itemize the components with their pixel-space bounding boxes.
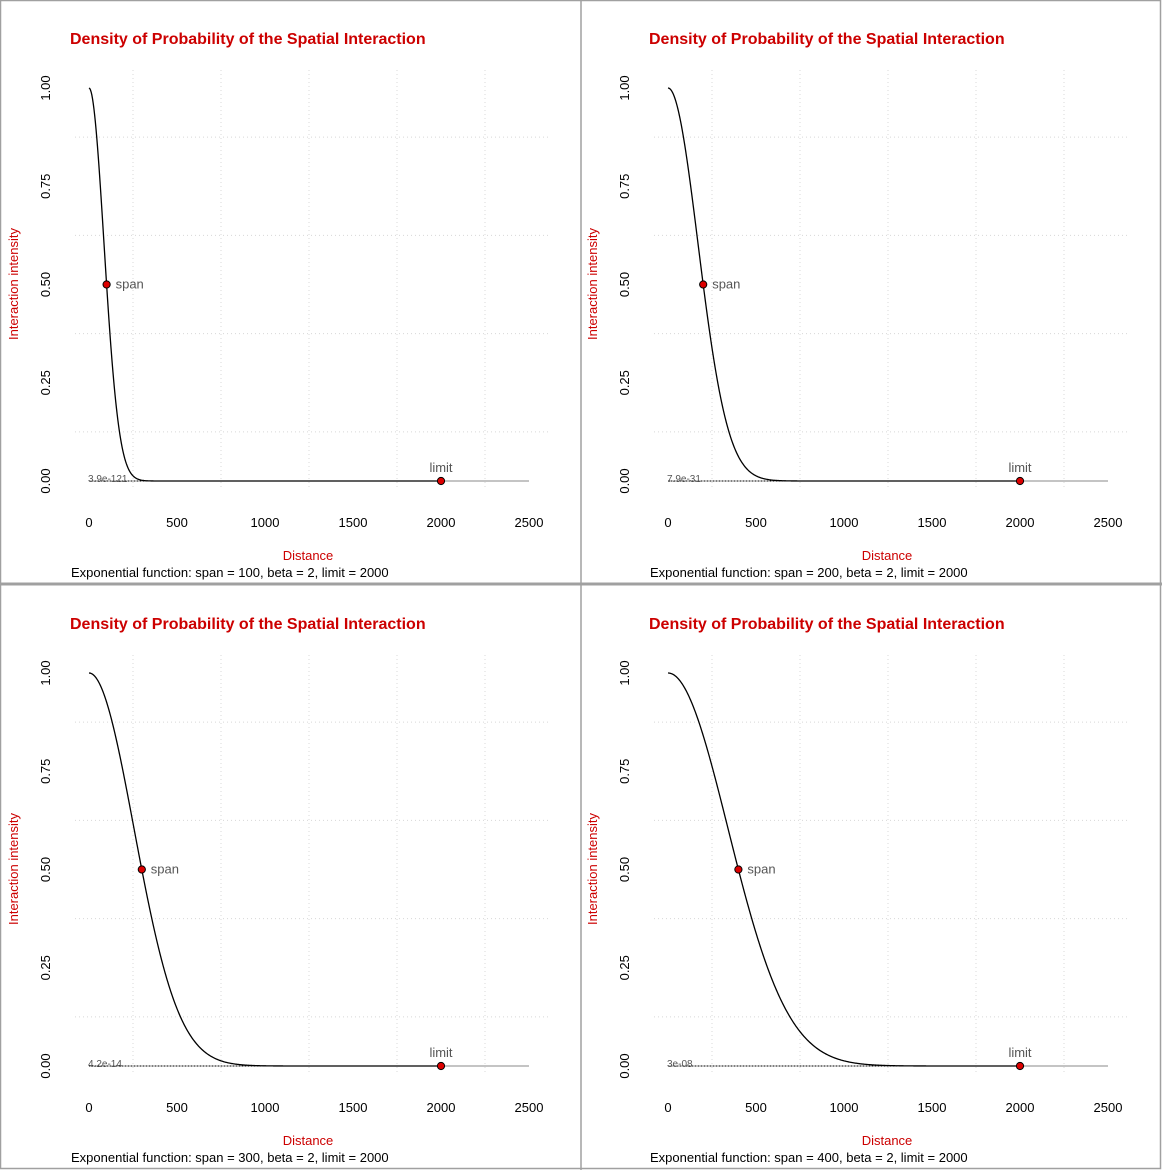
y-tick-label: 0.75 (617, 759, 632, 784)
x-tick-label: 0 (85, 1100, 92, 1115)
chart-caption: Exponential function: span = 100, beta =… (71, 565, 389, 580)
y-tick-label: 1.00 (38, 75, 53, 100)
y-tick-label: 0.50 (617, 272, 632, 297)
grid (75, 655, 548, 1075)
limit-point (1015, 476, 1025, 486)
series-line (667, 672, 1020, 1067)
y-tick-label: 0.50 (38, 272, 53, 297)
span-point-label: span (151, 862, 179, 877)
grid (75, 70, 548, 490)
x-tick-label: 2000 (427, 515, 456, 530)
y-tick-label: 0.75 (38, 759, 53, 784)
span-point (102, 280, 111, 289)
x-tick-label: 500 (166, 515, 188, 530)
x-tick-label: 500 (745, 1100, 767, 1115)
x-tick-label: 1000 (830, 515, 859, 530)
grid (654, 655, 1127, 1075)
y-tick-label: 0.25 (38, 955, 53, 980)
x-tick-label: 1500 (918, 1100, 947, 1115)
chart-panel-1: Density of Probability of the Spatial In… (6, 31, 548, 580)
x-tick-label: 0 (664, 515, 671, 530)
limit-point (436, 476, 446, 486)
min-value-label: 3e-08 (667, 1059, 693, 1070)
x-tick-label: 2500 (515, 515, 544, 530)
limit-point (1015, 1061, 1025, 1071)
x-tick-label: 1000 (251, 1100, 280, 1115)
y-tick-label: 0.00 (617, 468, 632, 493)
x-axis-title: Distance (862, 1133, 913, 1148)
chart-caption: Exponential function: span = 400, beta =… (650, 1150, 968, 1165)
chart-title: Density of Probability of the Spatial In… (70, 31, 426, 48)
x-axis-title: Distance (283, 548, 334, 563)
chart-title: Density of Probability of the Spatial In… (70, 616, 426, 633)
chart-caption: Exponential function: span = 200, beta =… (650, 565, 968, 580)
y-tick-label: 0.50 (38, 857, 53, 882)
y-axis-title: Interaction intensity (6, 813, 21, 926)
x-axis-title: Distance (283, 1133, 334, 1148)
x-tick-label: 2500 (515, 1100, 544, 1115)
limit-point-label: limit (1008, 1045, 1031, 1060)
grid (654, 70, 1127, 490)
chart-panel-4: Density of Probability of the Spatial In… (585, 616, 1127, 1165)
x-tick-label: 1000 (251, 515, 280, 530)
y-tick-label: 0.00 (617, 1053, 632, 1078)
y-tick-label: 0.25 (38, 370, 53, 395)
y-tick-label: 0.75 (617, 174, 632, 199)
span-point (137, 865, 146, 874)
x-tick-label: 2000 (1006, 515, 1035, 530)
x-tick-label: 1500 (339, 1100, 368, 1115)
series-line (88, 87, 441, 482)
y-tick-label: 1.00 (617, 660, 632, 685)
min-value-label: 3.9e-121 (88, 474, 128, 485)
x-tick-label: 500 (745, 515, 767, 530)
min-value-label: 7.9e-31 (667, 474, 701, 485)
x-axis-title: Distance (862, 548, 913, 563)
limit-point-label: limit (429, 460, 452, 475)
limit-point-label: limit (1008, 460, 1031, 475)
x-tick-label: 1000 (830, 1100, 859, 1115)
y-axis-title: Interaction intensity (6, 228, 21, 341)
span-point-label: span (712, 277, 740, 292)
y-tick-label: 1.00 (617, 75, 632, 100)
y-tick-label: 0.25 (617, 370, 632, 395)
min-value-label: 4.2e-14 (88, 1059, 122, 1070)
chart-title: Density of Probability of the Spatial In… (649, 616, 1005, 633)
series-line (667, 87, 1020, 482)
y-tick-label: 0.25 (617, 955, 632, 980)
chart-panel-3: Density of Probability of the Spatial In… (6, 616, 548, 1165)
span-point (699, 280, 708, 289)
limit-point-label: limit (429, 1045, 452, 1060)
y-axis-title: Interaction intensity (585, 813, 600, 926)
x-tick-label: 2000 (1006, 1100, 1035, 1115)
chart-caption: Exponential function: span = 300, beta =… (71, 1150, 389, 1165)
x-tick-label: 2500 (1094, 1100, 1123, 1115)
y-tick-label: 0.00 (38, 1053, 53, 1078)
y-tick-label: 0.00 (38, 468, 53, 493)
y-tick-label: 0.50 (617, 857, 632, 882)
x-tick-label: 0 (85, 515, 92, 530)
span-point-label: span (747, 862, 775, 877)
y-tick-label: 1.00 (38, 660, 53, 685)
chart-panel-2: Density of Probability of the Spatial In… (585, 31, 1127, 580)
chart-title: Density of Probability of the Spatial In… (649, 31, 1005, 48)
limit-point (436, 1061, 446, 1071)
y-tick-label: 0.75 (38, 174, 53, 199)
x-tick-label: 500 (166, 1100, 188, 1115)
span-point (734, 865, 743, 874)
x-tick-label: 2500 (1094, 515, 1123, 530)
y-axis-title: Interaction intensity (585, 228, 600, 341)
span-point-label: span (116, 277, 144, 292)
x-tick-label: 1500 (339, 515, 368, 530)
x-tick-label: 2000 (427, 1100, 456, 1115)
series-line (88, 672, 441, 1067)
x-tick-label: 1500 (918, 515, 947, 530)
x-tick-label: 0 (664, 1100, 671, 1115)
